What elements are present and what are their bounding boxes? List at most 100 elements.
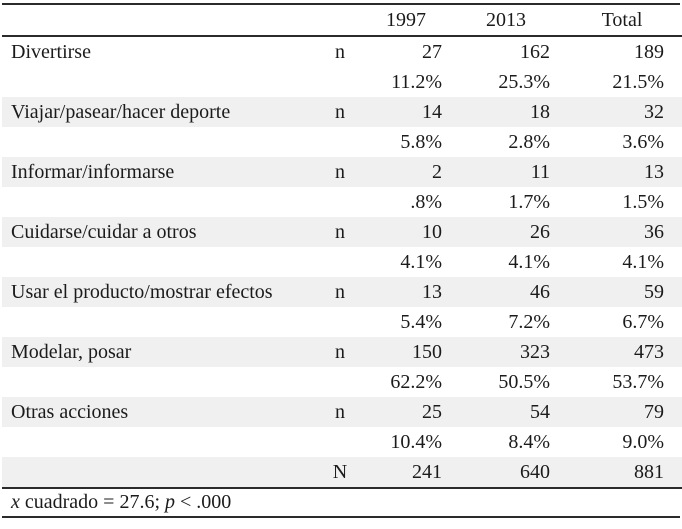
value-2013: 2.8% — [508, 130, 550, 153]
stat-cell: n — [320, 397, 360, 427]
table-row: 11.2% 25.3% 21.5% — [2, 67, 682, 97]
value-1997: 10.4% — [390, 430, 442, 453]
col-header-total: Total — [560, 5, 682, 37]
value-total: 53.7% — [612, 370, 664, 393]
row-label — [2, 127, 320, 157]
value-2013: 18 — [452, 97, 560, 127]
value-total: 473 — [560, 337, 682, 367]
table-row: 5.8% 2.8% 3.6% — [2, 127, 682, 157]
value-2013: 8.4% — [508, 430, 550, 453]
value-1997: 25 — [360, 397, 452, 427]
crosstab-table: 1997 2013 Total Divertirse n 27 162 189 … — [2, 5, 682, 489]
row-label: Usar el producto/mostrar efectos — [2, 277, 320, 307]
value-total: 36 — [560, 217, 682, 247]
value-total: 9.0% — [622, 430, 664, 453]
table-row: Viajar/pasear/hacer deporte n 14 18 32 — [2, 97, 682, 127]
stat-cell — [320, 67, 360, 97]
value-1997: 4.1% — [400, 250, 442, 273]
col-header-stat — [320, 5, 360, 37]
value-1997: 150 — [360, 337, 452, 367]
stat-cell: N — [320, 457, 360, 488]
value-total: 59 — [560, 277, 682, 307]
stat-cell — [320, 127, 360, 157]
table-body: Divertirse n 27 162 189 11.2% 25.3% 21.5… — [2, 36, 682, 488]
table-row: Cuidarse/cuidar a otros n 10 26 36 — [2, 217, 682, 247]
header-row: 1997 2013 Total — [2, 5, 682, 37]
value-2013: 50.5% — [498, 370, 550, 393]
value-1997: 241 — [360, 457, 452, 488]
value-total: 21.5% — [612, 70, 664, 93]
table-row: Otras acciones n 25 54 79 — [2, 397, 682, 427]
p-value-text: < .000 — [175, 491, 232, 513]
top-rule — [2, 3, 680, 5]
stat-cell — [320, 247, 360, 277]
stat-cell — [320, 367, 360, 397]
stat-cell: n — [320, 97, 360, 127]
col-header-2013: 2013 — [452, 5, 560, 37]
row-label — [2, 457, 320, 488]
chi-symbol: x — [11, 491, 20, 513]
col-header-1997: 1997 — [360, 5, 452, 37]
row-label — [2, 187, 320, 217]
table-row: 5.4% 7.2% 6.7% — [2, 307, 682, 337]
value-1997: 2 — [360, 157, 452, 187]
table-row: Modelar, posar n 150 323 473 — [2, 337, 682, 367]
value-2013: 26 — [452, 217, 560, 247]
table-row: N 241 640 881 — [2, 457, 682, 488]
value-1997: 10 — [360, 217, 452, 247]
value-total: 3.6% — [622, 130, 664, 153]
row-label: Otras acciones — [2, 397, 320, 427]
table-row: 62.2% 50.5% 53.7% — [2, 367, 682, 397]
value-1997: .8% — [410, 190, 442, 213]
table-row: Informar/informarse n 2 11 13 — [2, 157, 682, 187]
value-total: 1.5% — [622, 190, 664, 213]
row-label — [2, 247, 320, 277]
value-1997: 13 — [360, 277, 452, 307]
row-label: Viajar/pasear/hacer deporte — [2, 97, 320, 127]
value-1997: 5.4% — [400, 310, 442, 333]
value-1997: 27 — [422, 40, 442, 63]
stat-cell: n — [320, 337, 360, 367]
p-symbol: p — [165, 491, 176, 513]
value-2013: 1.7% — [508, 190, 550, 213]
value-2013: 323 — [452, 337, 560, 367]
value-total: 13 — [560, 157, 682, 187]
value-2013: 4.1% — [508, 250, 550, 273]
row-label — [2, 307, 320, 337]
stat-cell: n — [320, 157, 360, 187]
value-1997: 5.8% — [400, 130, 442, 153]
row-label — [2, 367, 320, 397]
value-1997: 11.2% — [391, 70, 442, 93]
table-row: Divertirse n 27 162 189 — [2, 36, 682, 67]
row-label: Modelar, posar — [2, 337, 320, 367]
table-row: 10.4% 8.4% 9.0% — [2, 427, 682, 457]
value-1997: 62.2% — [390, 370, 442, 393]
value-2013: 25.3% — [498, 70, 550, 93]
chi-text: cuadrado = 27.6; — [19, 491, 166, 513]
stat-cell — [320, 307, 360, 337]
value-2013: 7.2% — [508, 310, 550, 333]
bottom-rule — [2, 516, 680, 518]
value-2013: 46 — [452, 277, 560, 307]
value-total: 881 — [560, 457, 682, 488]
row-label: Informar/informarse — [2, 157, 320, 187]
value-total: 6.7% — [622, 310, 664, 333]
stat-cell — [320, 427, 360, 457]
value-total: 32 — [560, 97, 682, 127]
row-label — [2, 427, 320, 457]
stat-cell: n — [320, 277, 360, 307]
stat-cell — [320, 187, 360, 217]
table-row: 4.1% 4.1% 4.1% — [2, 247, 682, 277]
row-label: Cuidarse/cuidar a otros — [2, 217, 320, 247]
value-2013: 640 — [452, 457, 560, 488]
chi-square-footnote: x cuadrado = 27.6; p < .000 — [2, 489, 680, 516]
row-label: Divertirse — [11, 40, 91, 63]
value-total: 4.1% — [622, 250, 664, 273]
table-row: .8% 1.7% 1.5% — [2, 187, 682, 217]
value-total: 189 — [634, 40, 664, 63]
row-label — [2, 67, 320, 97]
stat-cell: n — [335, 40, 345, 63]
col-header-label — [2, 5, 320, 37]
value-2013: 162 — [520, 40, 550, 63]
